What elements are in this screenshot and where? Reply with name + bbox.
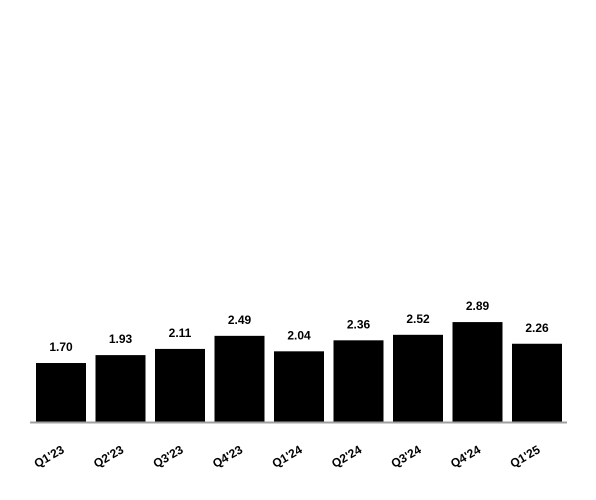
value-label: 2.04 <box>287 328 311 342</box>
value-label: 2.11 <box>169 326 192 340</box>
value-label: 1.70 <box>49 340 73 354</box>
value-label: 2.52 <box>406 312 430 326</box>
bar <box>155 348 205 422</box>
x-tick-label: Q4'24 <box>448 442 483 470</box>
value-label: 2.36 <box>347 317 371 331</box>
x-tick-label: Q1'25 <box>508 442 543 470</box>
bar <box>95 355 146 422</box>
bar <box>36 363 86 422</box>
x-tick-label: Q3'23 <box>151 442 186 470</box>
bar <box>393 334 443 422</box>
x-tick-label: Q1'23 <box>32 442 67 470</box>
x-tick-label: Q2'24 <box>329 442 364 470</box>
value-label: 2.49 <box>228 313 252 327</box>
bar <box>512 343 562 422</box>
x-tick-label: Q1'24 <box>270 442 305 470</box>
x-tick-label: Q3'24 <box>389 442 424 470</box>
bar <box>274 351 324 422</box>
x-tick-label: Q4'23 <box>210 442 245 470</box>
value-label: 2.89 <box>466 299 490 313</box>
value-label: 2.26 <box>525 321 549 335</box>
x-tick-label: Q2'23 <box>91 442 126 470</box>
value-label: 1.93 <box>109 332 133 346</box>
bar <box>214 335 265 422</box>
bar <box>452 322 503 422</box>
bar <box>333 340 384 422</box>
